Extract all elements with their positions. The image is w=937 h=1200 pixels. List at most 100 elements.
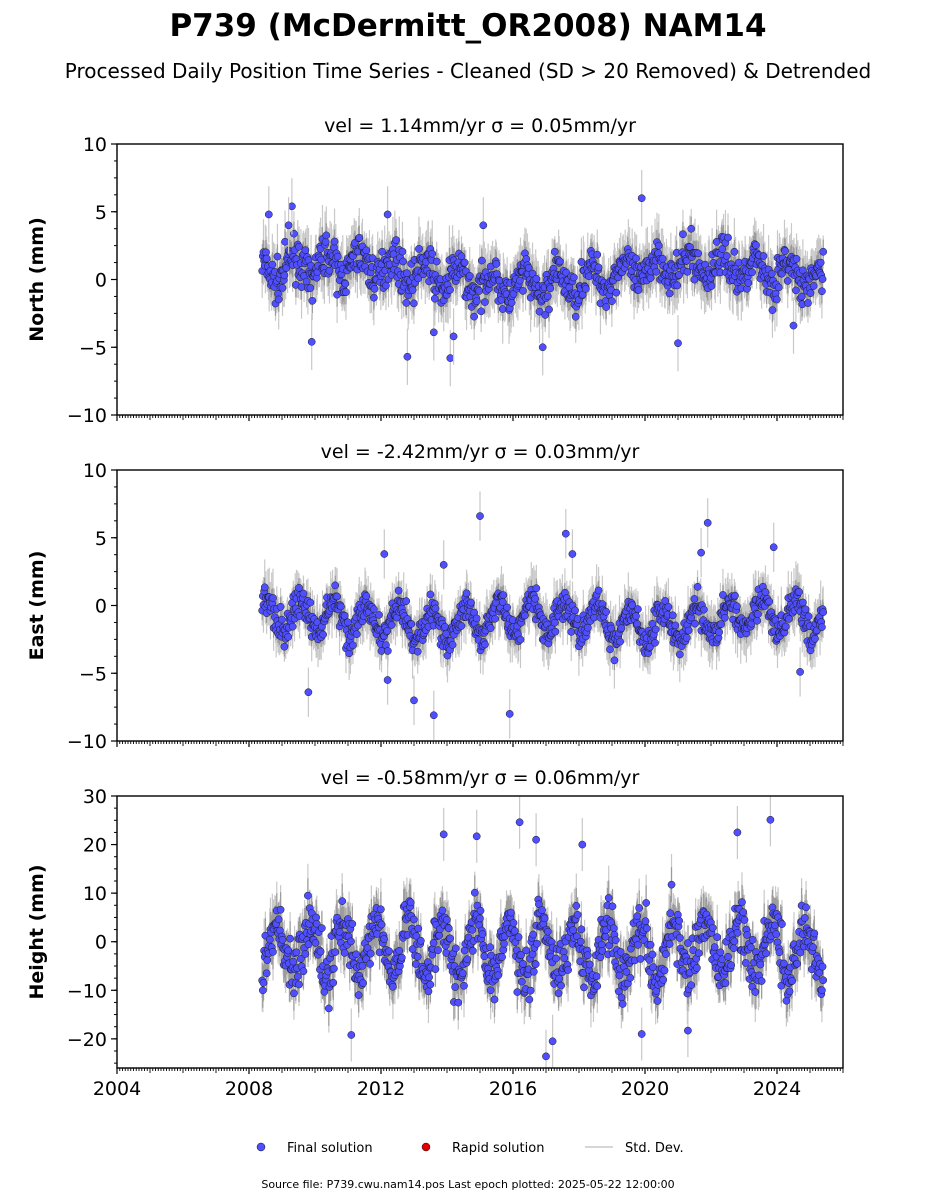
data-point	[499, 591, 508, 599]
data-point	[785, 615, 793, 623]
data-point	[472, 614, 481, 623]
ylabel-height: Height (mm)	[26, 864, 48, 999]
data-point	[322, 231, 331, 240]
data-point	[477, 256, 486, 265]
data-point	[370, 284, 379, 293]
data-point	[801, 605, 810, 614]
data-point	[701, 260, 710, 269]
data-point	[465, 272, 474, 280]
data-point	[715, 628, 723, 637]
data-point	[402, 597, 411, 605]
data-point	[288, 622, 297, 631]
ylabel-north: North (mm)	[26, 217, 48, 342]
data-point	[472, 297, 481, 306]
data-point	[673, 281, 682, 290]
data-point	[262, 254, 271, 263]
data-point	[545, 305, 553, 314]
data-point	[768, 306, 777, 314]
data-point	[280, 642, 289, 651]
data-point	[341, 279, 350, 288]
data-point	[654, 241, 663, 250]
outlier-point	[568, 550, 577, 558]
data-point	[690, 275, 699, 284]
data-point	[394, 586, 403, 595]
data-point	[268, 260, 277, 269]
data-point	[717, 620, 725, 628]
data-point	[399, 257, 407, 266]
outlier-point	[410, 696, 418, 705]
data-point	[694, 249, 703, 258]
data-point	[795, 588, 803, 596]
data-point	[682, 634, 691, 642]
data-point	[646, 274, 655, 282]
ytick-label: 10	[83, 134, 107, 156]
outlier-point	[307, 337, 316, 346]
data-point	[531, 594, 539, 603]
data-point	[571, 606, 579, 615]
data-point	[333, 252, 342, 261]
data-point	[330, 237, 339, 246]
data-point	[734, 258, 743, 267]
data-point	[632, 254, 640, 263]
data-point	[532, 274, 541, 283]
data-point	[280, 271, 289, 280]
outlier-point	[789, 321, 798, 330]
data-point	[594, 263, 603, 272]
data-point	[342, 288, 350, 297]
data-point	[432, 257, 441, 266]
data-point	[691, 619, 699, 628]
data-point	[446, 285, 454, 294]
data-point	[571, 312, 580, 321]
data-point	[383, 626, 392, 635]
data-point	[321, 238, 330, 246]
data-point	[392, 236, 400, 244]
data-point	[349, 641, 357, 650]
ytick-label: 5	[95, 202, 107, 224]
data-point	[602, 303, 611, 311]
data-point	[617, 624, 626, 632]
data-point	[773, 295, 781, 304]
ytick-label: −10	[67, 405, 107, 427]
data-point	[470, 312, 479, 321]
data-point	[744, 279, 753, 287]
data-point	[414, 274, 423, 283]
data-point	[457, 622, 466, 630]
data-east	[258, 491, 828, 740]
data-point	[306, 598, 315, 607]
data-point	[593, 250, 602, 259]
data-point	[274, 295, 283, 304]
data-point	[278, 615, 286, 624]
outlier-point	[561, 529, 570, 538]
data-point	[809, 282, 818, 290]
data-point	[658, 254, 667, 263]
data-point	[606, 645, 614, 654]
data-point	[532, 584, 541, 593]
data-point	[370, 293, 378, 302]
data-point	[475, 287, 484, 295]
data-point	[284, 633, 293, 641]
outlier-point	[403, 352, 412, 361]
data-point	[269, 594, 277, 602]
data-point	[602, 607, 611, 616]
data-point	[467, 598, 475, 607]
ylabel-east: East (mm)	[26, 551, 48, 661]
data-point	[344, 618, 352, 627]
data-point	[516, 276, 524, 285]
data-point	[337, 602, 345, 611]
outlier-point	[264, 210, 273, 219]
data-point	[819, 247, 828, 256]
data-point	[767, 269, 776, 278]
outlier-point	[703, 518, 712, 527]
figure-title: P739 (McDermitt_OR2008) NAM14	[169, 8, 766, 44]
data-point	[730, 247, 739, 256]
panel-north: vel = 1.14mm/yr σ = 0.05mm/yr North (mm) −…	[26, 115, 844, 427]
data-point	[308, 296, 317, 305]
data-point	[325, 266, 334, 275]
data-point	[616, 637, 624, 646]
data-point	[428, 249, 437, 258]
panel-title-north: vel = 1.14mm/yr σ = 0.05mm/yr	[324, 115, 636, 137]
data-point	[519, 287, 527, 295]
data-point	[297, 283, 306, 291]
data-point	[426, 590, 435, 599]
